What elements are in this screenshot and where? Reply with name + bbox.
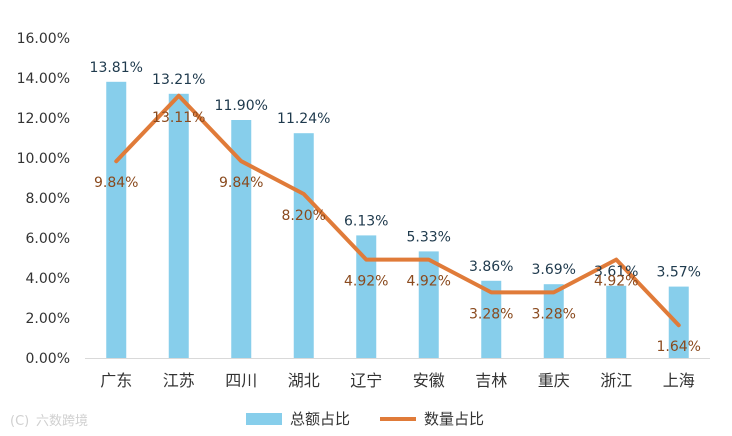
bar-data-label: 6.13%: [344, 213, 388, 229]
y-tick-label: 14.00%: [17, 71, 70, 87]
bar-series: [106, 81, 689, 359]
line-data-label: 9.84%: [94, 175, 138, 191]
line-data-label: 8.20%: [282, 208, 326, 224]
bar: [668, 286, 689, 358]
bar: [231, 120, 252, 358]
y-tick-label: 12.00%: [17, 111, 70, 127]
line-series: [114, 93, 681, 328]
x-category-label: 上海: [663, 371, 695, 390]
watermark-logo-icon: (C): [10, 414, 29, 429]
bar-data-label: 3.69%: [532, 262, 576, 278]
bar-data-label: 13.21%: [152, 72, 205, 88]
y-tick-label: 10.00%: [17, 151, 70, 167]
x-category-label: 辽宁: [350, 371, 382, 390]
y-tick-label: 8.00%: [26, 191, 70, 207]
legend-bar-label: 总额占比: [290, 410, 350, 428]
bar-data-label: 11.24%: [277, 111, 330, 127]
bar: [606, 285, 627, 358]
bar: [418, 251, 439, 358]
watermark-text: 六数跨境: [36, 414, 88, 429]
legend: 总额占比 数量占比: [246, 410, 484, 428]
x-category-label: 重庆: [538, 371, 570, 390]
watermark: (C) 六数跨境: [10, 414, 88, 429]
line-data-label: 4.92%: [344, 274, 388, 290]
x-category-label: 江苏: [163, 371, 195, 390]
bar: [168, 93, 189, 359]
y-tick-label: 6.00%: [26, 231, 70, 247]
bar: [356, 235, 377, 358]
line-data-label: 9.84%: [219, 175, 263, 191]
bar: [293, 133, 314, 358]
line-data-label: 1.64%: [657, 339, 701, 355]
line-data-label: 3.28%: [469, 306, 513, 322]
x-axis-categories: 广东 江苏 四川 湖北 辽宁 安徽 吉林 重庆 浙江 上海: [100, 371, 695, 390]
bar: [543, 284, 564, 358]
bar: [106, 81, 127, 359]
bar-data-labels: 13.81% 13.21% 11.90% 11.24% 6.13% 5.33% 3.86% 3…: [90, 60, 701, 281]
bar-data-label: 3.86%: [469, 259, 513, 275]
y-tick-label: 0.00%: [26, 351, 70, 367]
line-data-label: 4.92%: [407, 274, 451, 290]
bar-data-label: 11.90%: [215, 98, 268, 114]
y-axis-ticks: 0.00% 2.00% 4.00% 6.00% 8.00% 10.00% 12.00% 14.…: [17, 31, 70, 367]
legend-bar-swatch: [246, 413, 282, 425]
line-data-label: 4.92%: [594, 274, 638, 290]
line-data-label: 3.28%: [532, 306, 576, 322]
bar-data-label: 5.33%: [407, 229, 451, 245]
y-tick-label: 2.00%: [26, 311, 70, 327]
line-data-label: 13.11%: [152, 110, 205, 126]
bar-data-label: 3.61%: [594, 264, 638, 280]
x-category-label: 安徽: [413, 371, 445, 390]
line-data-labels: 9.84% 13.11% 9.84% 8.20% 4.92% 4.92% 3.28% 3.28…: [94, 110, 701, 355]
x-category-label: 四川: [225, 371, 257, 390]
x-category-label: 浙江: [600, 371, 632, 390]
legend-line-label: 数量占比: [424, 410, 484, 428]
x-category-label: 吉林: [475, 371, 507, 390]
x-category-label: 湖北: [288, 371, 320, 390]
x-category-label: 广东: [100, 371, 132, 390]
bar-data-label: 13.81%: [90, 60, 143, 76]
bar-data-label: 3.57%: [657, 265, 701, 281]
bar: [481, 280, 502, 358]
y-tick-label: 4.00%: [26, 271, 70, 287]
y-tick-label: 16.00%: [17, 31, 70, 47]
line-path: [114, 93, 681, 328]
